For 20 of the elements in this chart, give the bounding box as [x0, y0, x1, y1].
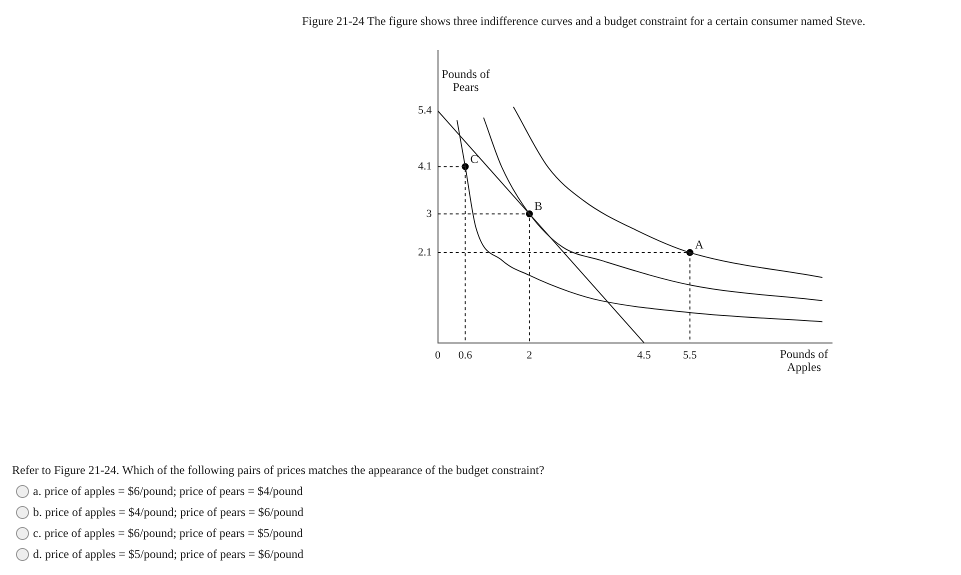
- annotation: A: [694, 238, 704, 252]
- x-axis-title: Pounds of Apples: [780, 346, 828, 374]
- annotation: C: [470, 152, 478, 166]
- x-tick-label: 0.6: [458, 349, 473, 362]
- chart-title: Figure 21-24 The figure shows three indifference curves and a budget constraint for a certain consumer named Steve.: [302, 14, 866, 29]
- text: a. price of apples = $6/pound; price of pears = $4/pound: [33, 484, 303, 499]
- annotation: B: [534, 199, 542, 214]
- text: Refer to Figure 21-24. Which of the following pairs of prices matches the appearance of the budget constraint?: [12, 463, 544, 478]
- text: c. price of apples = $6/pound; price of pears = $5/pound: [33, 526, 303, 541]
- y-axis-title: Pounds of Pears: [442, 66, 490, 94]
- x-tick-label: 4.5: [637, 349, 652, 362]
- text: d. price of apples = $5/pound; price of pears = $6/pound: [33, 547, 304, 562]
- y-tick-label: 3: [426, 208, 432, 220]
- y-tick-label: 5.4: [418, 104, 432, 117]
- text: b. price of apples = $4/pound; price of pears = $6/pound: [33, 505, 304, 520]
- y-tick-label: 4.1: [418, 160, 432, 173]
- x-tick-label: 2: [526, 349, 532, 362]
- x-tick-label: 0: [435, 349, 441, 362]
- x-tick-label: 5.5: [683, 349, 698, 362]
- y-tick-label: 2.1: [418, 246, 432, 258]
